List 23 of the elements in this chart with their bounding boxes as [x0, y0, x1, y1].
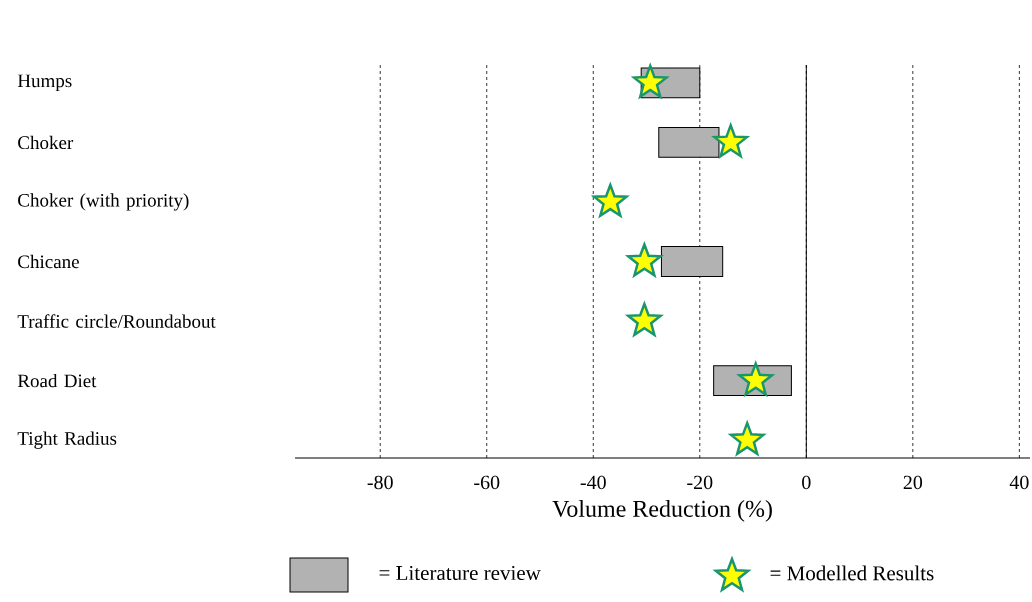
- bar: [658, 127, 720, 158]
- x-tick-label: 0: [802, 475, 811, 490]
- y-tick-label: Choker (with priority): [18, 193, 189, 211]
- y-tick-label: Chicane: [18, 254, 79, 269]
- x-tick-label: -40: [580, 475, 606, 490]
- y-tick-label: Traffic circle/Roundabout: [17, 314, 216, 328]
- point: [631, 62, 670, 100]
- point: [591, 181, 630, 219]
- x-axis-title: Volume Reduction (%): [552, 500, 772, 522]
- x-tick-label: -80: [367, 475, 393, 490]
- bar: [660, 246, 724, 277]
- x-tick-label: 40: [1009, 475, 1029, 490]
- x-tick-label: -60: [474, 475, 500, 490]
- y-tick-label: Choker: [18, 135, 74, 150]
- legend-label: = Modelled Results: [770, 565, 934, 581]
- x-tick-label: -20: [687, 475, 713, 490]
- y-tick-label: Road Diet: [17, 373, 97, 388]
- point: [727, 419, 767, 457]
- point: [625, 300, 664, 338]
- y-tick-label: Tight Radius: [17, 431, 117, 449]
- y-tick-label: Humps: [17, 74, 72, 92]
- legend-label: = Literature review: [379, 565, 541, 581]
- x-tick-label: 20: [903, 475, 923, 490]
